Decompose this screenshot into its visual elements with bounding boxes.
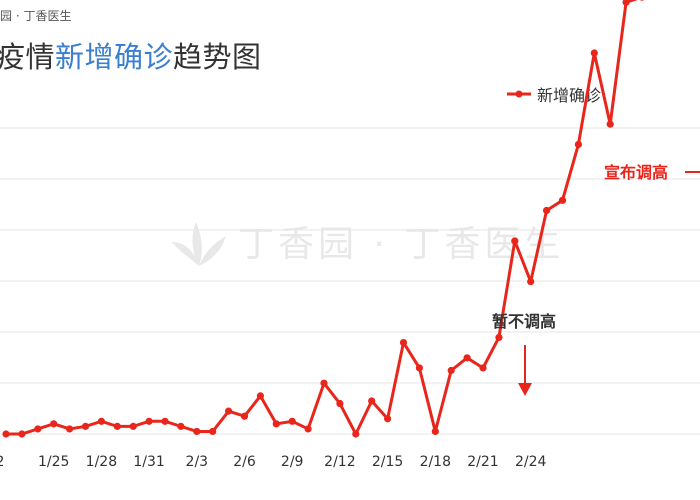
data-point — [574, 140, 583, 149]
data-point — [145, 417, 153, 425]
data-point — [368, 397, 376, 405]
title-highlight: 新增确诊 — [55, 40, 174, 74]
data-point — [50, 420, 58, 428]
data-point — [479, 364, 487, 372]
legend-line-marker — [507, 90, 531, 98]
title-prefix: 疫情 — [0, 40, 56, 74]
source-label: 园 · 丁香医生 — [0, 9, 72, 23]
series-polyline — [6, 0, 638, 436]
x-tick-label: 2/12 — [324, 454, 355, 470]
data-point — [288, 417, 296, 425]
annotation-arrow-head — [518, 383, 532, 396]
x-tick-label: 2/18 — [420, 454, 451, 470]
x-tick-label: 2/21 — [467, 454, 498, 470]
chart-title: 疫情新增确诊趋势图 — [0, 34, 262, 76]
x-tick-label: 1/31 — [133, 454, 164, 470]
data-point — [511, 237, 519, 245]
data-point — [320, 379, 328, 387]
data-point — [384, 415, 392, 423]
data-point — [352, 430, 360, 438]
data-point — [415, 364, 423, 372]
data-point — [177, 422, 185, 430]
data-point — [495, 333, 503, 342]
data-point — [272, 420, 280, 428]
x-tick-label: 1/25 — [38, 454, 69, 470]
title-suffix: 趋势图 — [173, 40, 262, 74]
data-point — [590, 49, 598, 57]
data-point — [336, 399, 344, 408]
data-point — [639, 0, 645, 1]
annotations: 暂不调高 宣布调高 — [492, 163, 700, 396]
data-point — [129, 422, 137, 430]
x-tick-label: 2/24 — [515, 454, 547, 470]
x-tick-label: 2/3 — [186, 454, 209, 470]
data-point — [399, 338, 408, 347]
data-point — [66, 425, 74, 433]
data-point — [606, 120, 614, 128]
x-tick-label: 2/15 — [372, 454, 403, 470]
data-point — [81, 422, 90, 430]
x-tick-label: 2 — [0, 454, 4, 470]
data-point — [161, 417, 169, 425]
x-axis-labels: 2 1/25 1/28 1/31 2/3 2/6 2/9 2/12 2/15 2/18 2/21 2/… — [0, 454, 547, 470]
data-point — [113, 422, 121, 430]
data-point — [558, 196, 567, 204]
data-point — [240, 412, 249, 420]
data-point — [622, 0, 630, 6]
x-tick-label: 2/9 — [281, 454, 304, 470]
x-tick-label: 2/6 — [233, 454, 256, 470]
grid-lines — [0, 127, 700, 435]
data-point — [225, 407, 233, 415]
annotation-no-raise: 暂不调高 — [492, 312, 556, 331]
data-point — [431, 427, 439, 436]
data-point — [256, 392, 264, 400]
data-point — [543, 206, 551, 215]
data-point — [18, 430, 26, 438]
data-point — [304, 425, 312, 433]
series-line — [2, 0, 645, 438]
data-point — [97, 417, 105, 425]
data-point — [209, 427, 217, 436]
data-point — [463, 354, 471, 362]
data-point — [193, 427, 201, 436]
x-tick-label: 1/28 — [86, 454, 117, 470]
data-point — [34, 425, 42, 433]
data-point — [527, 278, 535, 286]
annotation-raise: 宣布调高 — [604, 163, 668, 182]
data-point — [2, 430, 10, 438]
data-point — [447, 366, 455, 375]
